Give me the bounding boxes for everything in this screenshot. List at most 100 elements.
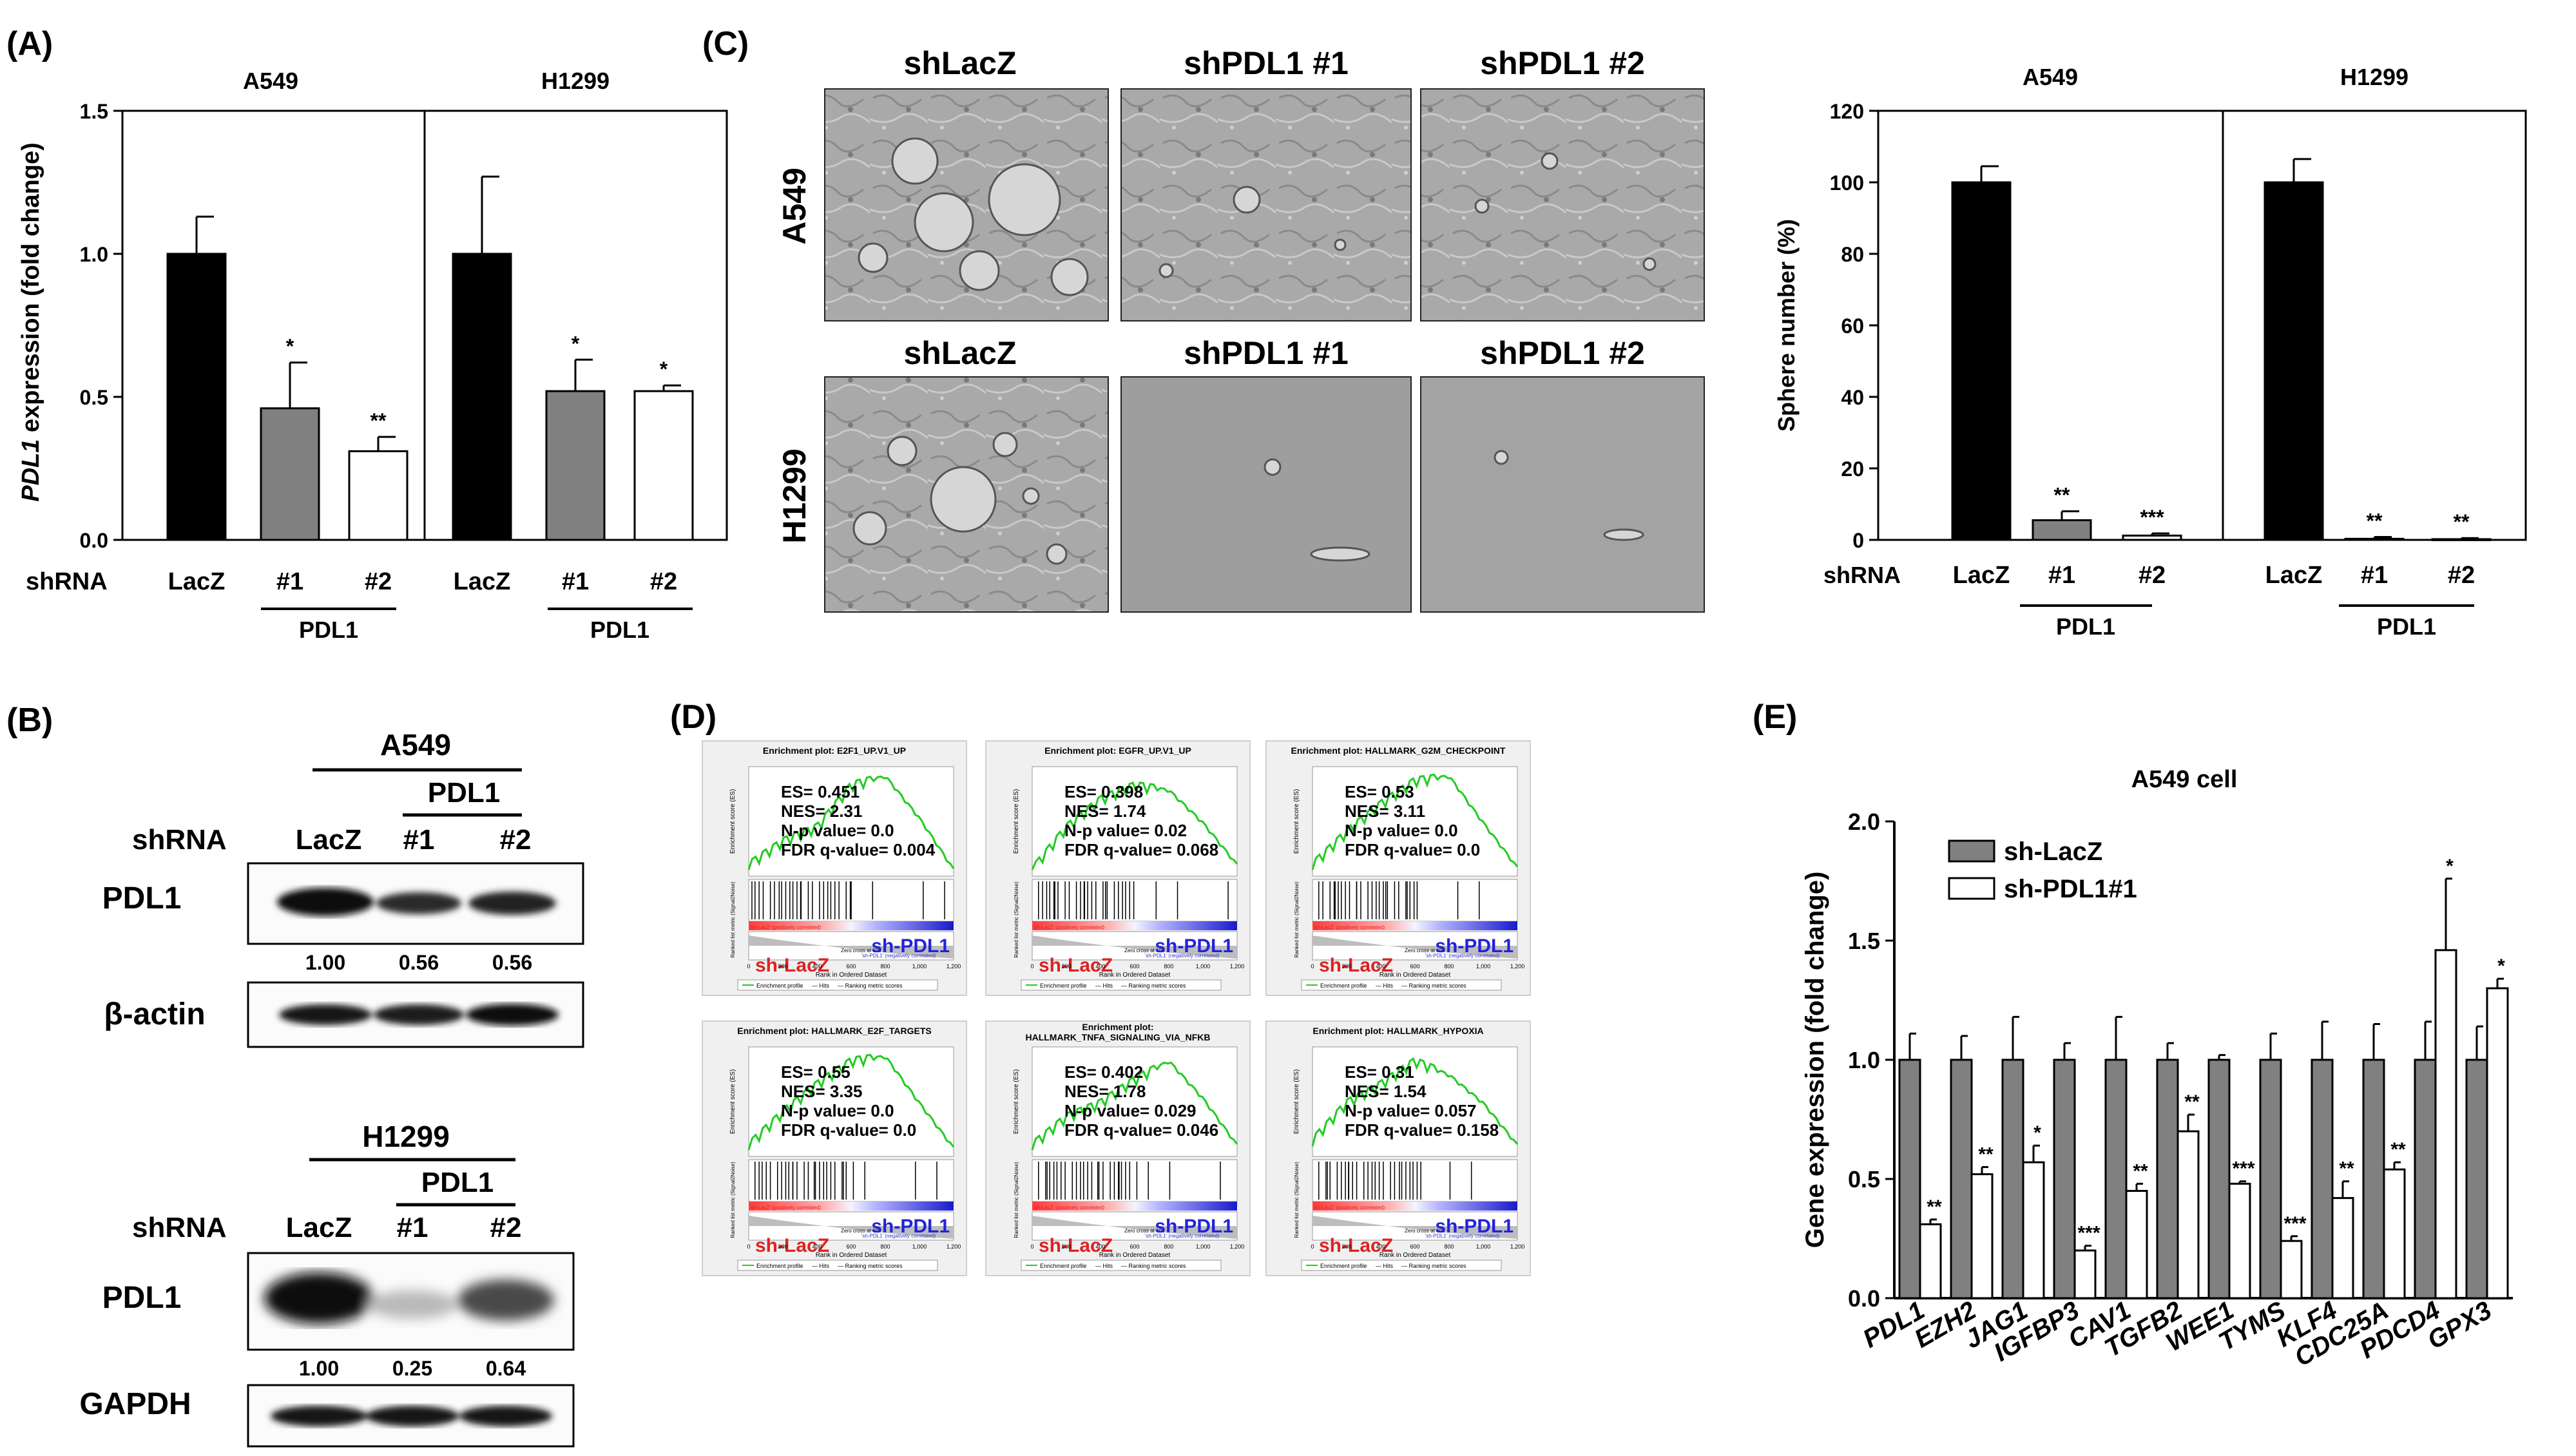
d-rank-bar — [749, 1202, 954, 1211]
c-chart-frame — [1877, 110, 2527, 541]
d-x-axis-label: Rank in Ordered Dataset — [1379, 972, 1451, 979]
d-pos-label: sh-PDL1 — [1155, 935, 1233, 957]
c-images-row-h1299 — [824, 376, 1705, 613]
d-rank-metric — [1312, 935, 1517, 959]
d-gsea-plots: Enrichment plot: E2F1_UP.V1_UP Enrichment… — [702, 740, 1531, 1276]
e-bar — [2331, 1197, 2354, 1299]
c-ytick-label: 60 — [1841, 314, 1864, 338]
b-bands-h1299-gapdh — [271, 1406, 552, 1426]
e-bar — [2104, 1058, 2128, 1299]
d-rank-bar — [1312, 1202, 1517, 1211]
b-quant-h1299-2: 0.25 — [392, 1357, 432, 1380]
d-x-tick: 600 — [1410, 963, 1419, 970]
c-img-h1299-1 — [1120, 376, 1412, 613]
d-legend-box — [737, 1260, 938, 1271]
c-bar — [2032, 519, 2092, 541]
a-group-label-left: PDL1 — [299, 617, 358, 643]
e-significance: * — [2033, 1122, 2041, 1144]
d-zero-note: Zero cross at 608 — [841, 1228, 881, 1234]
d-rank-bar — [1032, 921, 1237, 930]
c-row-a549: A549 — [776, 168, 812, 245]
d-hits-area — [1032, 1159, 1238, 1202]
d-x-tick: 0 — [1311, 1243, 1314, 1250]
d-rank-metric — [749, 1216, 954, 1239]
d-es-axis-label: Enrichment score (ES) — [729, 789, 736, 854]
c-chart-y-label: Sphere number (%) — [1773, 219, 1800, 432]
d-enrichment-curve — [1311, 773, 1519, 870]
d-x-tick: 800 — [880, 963, 890, 970]
d-hits-area — [748, 1159, 954, 1202]
b-bands-a549-actin — [279, 1004, 559, 1026]
d-gsea-plot: Enrichment plot: HALLMARK_E2F_TARGETS Enr… — [702, 1020, 967, 1276]
a-x-label: LacZ — [168, 568, 226, 595]
d-enrichment-curve — [1031, 781, 1238, 870]
d-neg-note: 'sh-PDL1' (negatively correlated) — [1425, 953, 1500, 959]
e-significance: ** — [1927, 1196, 1942, 1218]
c-significance: ** — [2054, 484, 2070, 507]
d-legend-item: — Ranking metric scores — [838, 982, 903, 989]
d-zero-note: Zero cross at 608 — [841, 948, 881, 953]
d-neg-label: sh-LacZ — [755, 1235, 829, 1256]
b-bands-a549-pdl1 — [277, 888, 556, 916]
d-es-value: ES= 0.31 — [1345, 1062, 1414, 1082]
panel-c: (C) shLacZ shPDL1 #1 shPDL1 #2 A549 shLa… — [702, 25, 1705, 613]
d-x-tick: 1,200 — [947, 963, 961, 970]
d-es-value: ES= 0.402 — [1064, 1062, 1143, 1082]
c-ytick-label: 0 — [1852, 529, 1864, 552]
d-neg-label: sh-LacZ — [1039, 955, 1113, 976]
d-np-value: N-p value= 0.029 — [1064, 1101, 1197, 1120]
d-x-tick: 1,200 — [1230, 1243, 1245, 1250]
b-bands-h1299-pdl1 — [264, 1272, 554, 1324]
e-significance: *** — [2283, 1213, 2306, 1234]
b-lane-a549-2: #2 — [500, 824, 532, 856]
e-legend-pdl1: sh-PDL1#1 — [2004, 875, 2137, 903]
d-rank-axis-label: Ranked list metric (Signal2Noise) — [730, 1162, 736, 1238]
panel-letter-b: (B) — [6, 702, 53, 739]
b-quant-a549-2: 0.56 — [399, 951, 439, 974]
c-ytick-label: 100 — [1830, 171, 1864, 195]
a-ytick-label: 0.0 — [80, 529, 108, 552]
d-rank-axis-label: Ranked list metric (Signal2Noise) — [1294, 1162, 1300, 1238]
d-es-area — [1032, 1046, 1238, 1157]
d-neg-label: sh-LacZ — [1319, 1235, 1393, 1256]
c-chart-group-right: PDL1 — [2377, 613, 2436, 640]
d-nes-value: NES= 1.54 — [1345, 1082, 1427, 1101]
d-legend-item: Enrichment profile — [1320, 1263, 1367, 1269]
d-neg-note: 'sh-PDL1' (negatively correlated) — [1145, 953, 1220, 959]
d-rank-bar — [1312, 921, 1517, 930]
a-bar — [452, 253, 512, 541]
d-legend-item: Enrichment profile — [1320, 982, 1367, 989]
d-rank-bar — [749, 921, 954, 930]
d-x-tick: 1,000 — [1196, 963, 1211, 970]
a-x-label: LacZ — [454, 568, 511, 595]
panel-letter-d: (D) — [670, 698, 716, 736]
c-img-a549-1 — [1120, 88, 1412, 321]
d-np-value: N-p value= 0.0 — [781, 1101, 894, 1120]
b-loading-a549: β-actin — [104, 997, 205, 1031]
d-zero-note: Zero cross at 608 — [1124, 948, 1165, 953]
d-es-value: ES= 0.53 — [1345, 782, 1414, 801]
c-x-label: #2 — [2139, 562, 2166, 589]
b-group-a549: PDL1 — [428, 777, 500, 809]
c-spheres-a549-2 — [1474, 152, 1657, 271]
panel-c-chart: A549 H1299 Sphere number (%) 0 20 40 60 80 10… — [1773, 64, 2527, 640]
a-y-axis-label: PDL1 expression (fold change) — [17, 142, 44, 501]
d-rank-axis-label: Ranked list metric (Signal2Noise) — [1014, 1162, 1019, 1238]
c-img-a549-2 — [1420, 88, 1705, 321]
d-pos-label: sh-PDL1 — [1435, 935, 1514, 957]
a-bar — [260, 407, 320, 541]
e-bar — [2486, 987, 2509, 1299]
e-bar — [1919, 1223, 1942, 1299]
d-x-axis-label: Rank in Ordered Dataset — [816, 1252, 887, 1259]
d-legend-item: — Ranking metric scores — [1401, 1263, 1466, 1269]
d-x-axis-label: Rank in Ordered Dataset — [816, 972, 887, 979]
d-x-tick: 800 — [1444, 1243, 1454, 1250]
c-ytick-label: 40 — [1841, 386, 1864, 409]
d-zero-note: Zero cross at 608 — [1405, 948, 1445, 953]
c-images-row-a549 — [824, 88, 1705, 321]
d-zero-note: Zero cross at 608 — [1405, 1228, 1445, 1234]
d-pos-label: sh-PDL1 — [1435, 1216, 1514, 1237]
d-np-value: N-p value= 0.0 — [781, 821, 894, 840]
d-legend-item: Enrichment profile — [756, 1263, 803, 1269]
d-es-area — [748, 766, 954, 877]
